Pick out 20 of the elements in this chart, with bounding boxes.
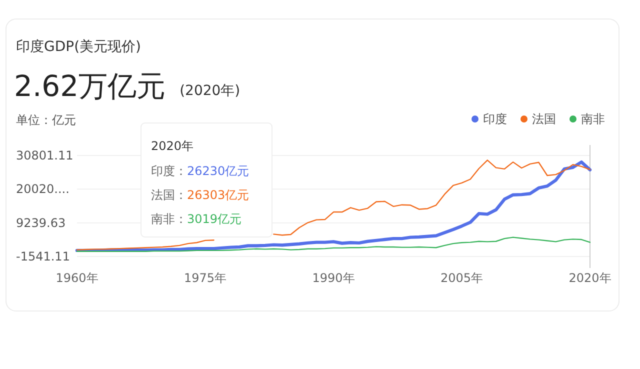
chart-subtitle: 2.62万亿元	[14, 69, 166, 103]
legend-label: 印度	[483, 112, 507, 126]
y-tick-label: -1541.11	[16, 250, 70, 264]
legend-label: 南非	[581, 112, 605, 126]
text: (2020年)	[180, 83, 240, 99]
y-axis-title: 单位：亿元	[16, 113, 76, 127]
y-tick-label: 9239.63	[16, 216, 66, 230]
legend-label: 法国	[532, 112, 556, 126]
chart-title: 印度GDP(美元现价)	[16, 39, 141, 55]
x-tick-label: 1960年	[56, 271, 98, 285]
x-tick-label: 1975年	[184, 271, 227, 285]
y-tick-label: 20020....	[16, 182, 70, 196]
x-tick-label: 2005年	[440, 271, 484, 285]
x-tick-label: 2020年	[568, 271, 612, 285]
annotation: 法国：26303亿元	[151, 188, 250, 202]
y-tick-label: 30801.11	[16, 148, 74, 162]
x-tick-label: 1990年	[312, 271, 355, 285]
tooltip: 2020年 印度：26230亿元 法国：26303亿元 南非：3019亿元	[140, 122, 272, 238]
annotation: 印度：26230亿元	[151, 164, 250, 178]
annotation: 南非：3019亿元	[151, 212, 242, 226]
